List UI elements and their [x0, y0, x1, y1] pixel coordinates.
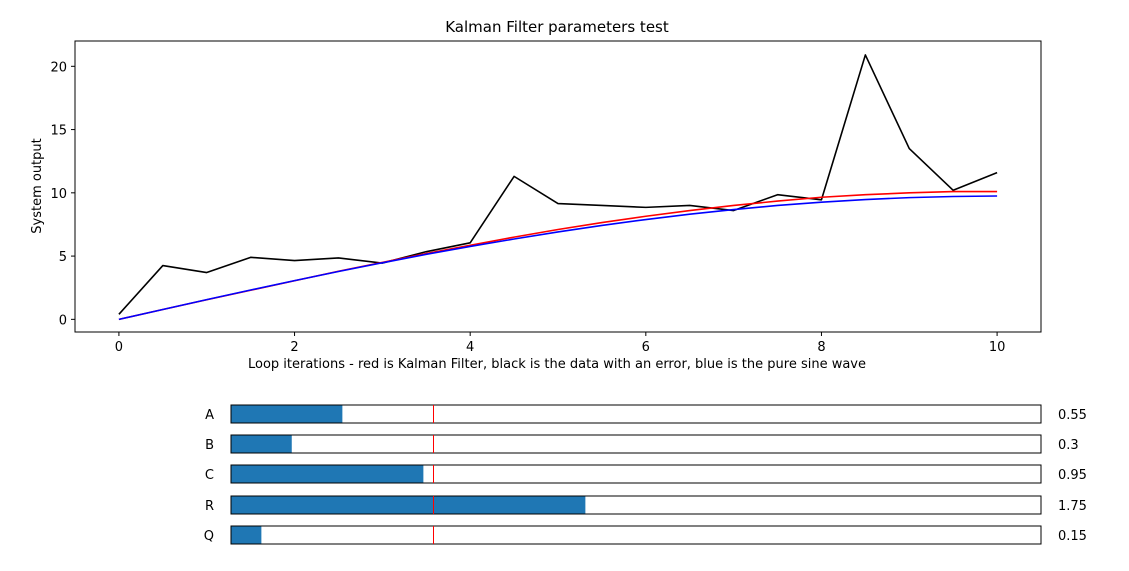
y-axis: 0 5 10 15 20 [50, 60, 75, 328]
slider-a[interactable]: A 0.55 [205, 404, 1087, 424]
slider-track[interactable] [230, 525, 1042, 545]
x-tick-label: 8 [817, 340, 825, 355]
x-tick-label: 6 [642, 340, 650, 355]
slider-label: C [205, 468, 214, 483]
slider-value: 0.15 [1058, 529, 1087, 544]
y-axis-label: System output [30, 138, 45, 234]
slider-value: 0.55 [1058, 408, 1087, 423]
slider-fill[interactable] [231, 435, 292, 453]
chart-title: Kalman Filter parameters test [445, 18, 669, 36]
series-lines [118, 54, 998, 321]
y-tick-label: 10 [50, 187, 67, 202]
slider-track[interactable] [230, 404, 1042, 424]
y-tick-label: 15 [50, 124, 67, 139]
x-tick-label: 2 [290, 340, 298, 355]
slider-value: 0.3 [1058, 438, 1079, 453]
x-tick-label: 10 [989, 340, 1006, 355]
plot-frame [74, 40, 1042, 333]
kalman-filter-line [118, 190, 998, 321]
slider-label: Q [204, 529, 214, 544]
slider-value: 0.95 [1058, 468, 1087, 483]
slider-track[interactable] [230, 434, 1042, 454]
pure-sine-line [118, 195, 998, 321]
x-axis-label: Loop iterations - red is Kalman Filter, … [248, 357, 866, 372]
y-tick-label: 5 [59, 250, 67, 265]
slider-fill[interactable] [231, 496, 586, 514]
slider-panel: A 0.55 B 0.3 C 0.95 R 1.75 Q 0.15 [204, 404, 1087, 545]
plot-area: 0 2 4 6 8 10 0 5 10 15 20 [50, 40, 1042, 355]
x-tick-label: 4 [466, 340, 474, 355]
slider-b[interactable]: B 0.3 [205, 434, 1079, 454]
slider-fill[interactable] [231, 465, 424, 483]
x-axis: 0 2 4 6 8 10 [115, 332, 1006, 355]
slider-label: A [205, 408, 214, 423]
slider-q[interactable]: Q 0.15 [204, 525, 1087, 545]
y-tick-label: 20 [50, 60, 67, 75]
noisy-data-line [118, 54, 998, 315]
slider-fill[interactable] [231, 526, 262, 544]
slider-label: B [205, 438, 214, 453]
slider-label: R [205, 499, 214, 514]
x-tick-label: 0 [115, 340, 123, 355]
y-tick-label: 0 [59, 313, 67, 328]
slider-r[interactable]: R 1.75 [205, 495, 1087, 515]
slider-value: 1.75 [1058, 499, 1087, 514]
slider-fill[interactable] [231, 405, 343, 423]
slider-c[interactable]: C 0.95 [205, 464, 1087, 484]
